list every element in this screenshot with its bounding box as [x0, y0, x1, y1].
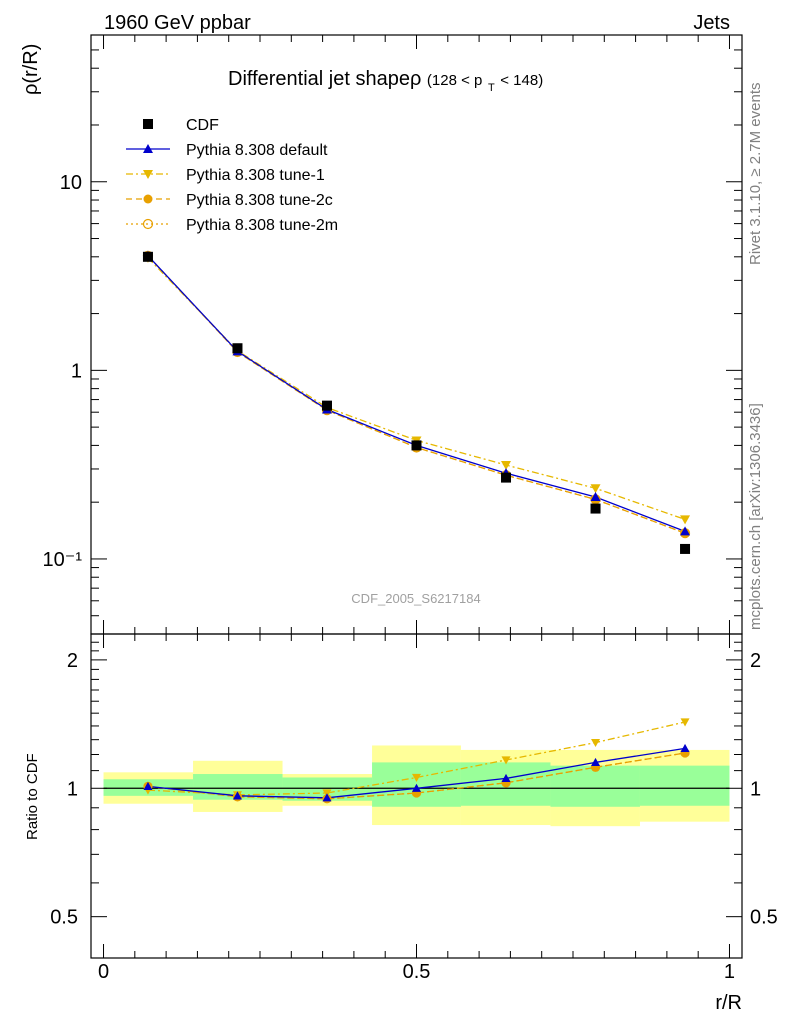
- chart-title-cut-sub: T: [488, 82, 495, 94]
- data-point-pythia-8-308-default: [590, 492, 601, 502]
- chart-title-cut-end: < 148): [500, 72, 543, 89]
- ratio-band-stat: [550, 765, 640, 807]
- data-point-cdf: [680, 543, 691, 554]
- data-point-cdf: [232, 343, 243, 354]
- legend-label-pythia-8-308-tune-2c: Pythia 8.308 tune-2c: [186, 192, 333, 209]
- legend-marker-pythia-8-308-tune-1: [143, 170, 153, 179]
- ratio-y-tick-label-right: 2: [750, 650, 761, 672]
- data-point-pythia-8-308-tune-1: [680, 515, 691, 525]
- data-point-cdf: [501, 472, 512, 483]
- legend-label-pythia-8-308-tune-2m: Pythia 8.308 tune-2m: [186, 217, 338, 234]
- ratio-point-pythia-8-308-default: [232, 791, 242, 800]
- chart-title: Differential jet shapeρ (128 < p T < 148…: [228, 68, 543, 96]
- ratio-point-pythia-8-308-default: [322, 793, 332, 802]
- ratio-y-tick-label: 0.5: [50, 907, 78, 929]
- ratio-y-tick-label-right: 1: [750, 778, 761, 800]
- ratio-point-pythia-8-308-default: [680, 743, 690, 753]
- data-point-cdf: [411, 440, 422, 451]
- series-line-pythia-8-308-tune-1: [147, 257, 686, 521]
- ratio-y-tick-label-right: 0.5: [750, 907, 778, 929]
- series-line-pythia-8-308-default: [147, 255, 686, 533]
- ratio-point-pythia-8-308-tune-1: [591, 738, 601, 748]
- data-point-pythia-8-308-tune-1: [590, 484, 601, 494]
- legend-marker-pythia-8-308-tune-2m: [142, 218, 154, 230]
- y-tick-label: 1: [71, 360, 82, 382]
- legend-marker-cdf: [143, 119, 153, 129]
- ratio-point-pythia-8-308-default: [143, 781, 153, 791]
- y-axis-label: ρ(r/R): [20, 44, 42, 95]
- data-point-cdf: [142, 251, 153, 262]
- legend-label-pythia-8-308-default: Pythia 8.308 default: [186, 142, 328, 159]
- data-point-cdf: [590, 503, 601, 514]
- x-axis-label: r/R: [715, 992, 742, 1014]
- data-point-pythia-8-308-default: [680, 526, 691, 536]
- ratio-point-pythia-8-308-default: [501, 773, 511, 782]
- legend-marker-pythia-8-308-default: [143, 144, 153, 153]
- data-point-cdf: [321, 400, 332, 411]
- rivet-version-label: Rivet 3.1.10, ≥ 2.7M events: [747, 83, 764, 266]
- ratio-point-pythia-8-308-tune-1: [501, 756, 511, 765]
- x-tick-label: 0: [98, 961, 109, 983]
- y-tick-label: 10: [60, 172, 82, 194]
- ratio-y-tick-label: 2: [67, 650, 78, 672]
- ratio-point-pythia-8-308-tune-1: [412, 773, 421, 782]
- header-process-label: Jets: [693, 12, 730, 34]
- ratio-point-pythia-8-308-tune-1: [680, 718, 690, 727]
- analysis-watermark: CDF_2005_S6217184: [351, 591, 480, 606]
- ratio-y-tick-label: 1: [67, 778, 78, 800]
- legend-label-pythia-8-308-tune-1: Pythia 8.308 tune-1: [186, 167, 325, 184]
- y-tick-label: 10⁻¹: [43, 549, 83, 571]
- ratio-point-pythia-8-308-default: [412, 783, 421, 792]
- legend-label-cdf: CDF: [186, 117, 219, 134]
- ratio-y-axis-label: Ratio to CDF: [24, 753, 41, 840]
- legend-marker-pythia-8-308-tune-2c: [143, 194, 153, 204]
- mcplots-source-label: mcplots.cern.ch [arXiv:1306.3436]: [747, 403, 764, 630]
- ratio-band-stat: [639, 765, 730, 806]
- x-tick-label: 0.5: [403, 961, 431, 983]
- data-point-pythia-8-308-tune-1: [501, 460, 512, 470]
- chart-title-cut: (128 < p: [427, 72, 482, 89]
- header-energy-label: 1960 GeV ppbar: [104, 12, 251, 34]
- chart-title-main: Differential jet shapeρ: [228, 68, 421, 90]
- ratio-point-pythia-8-308-default: [591, 757, 601, 766]
- x-tick-label: 1: [724, 961, 735, 983]
